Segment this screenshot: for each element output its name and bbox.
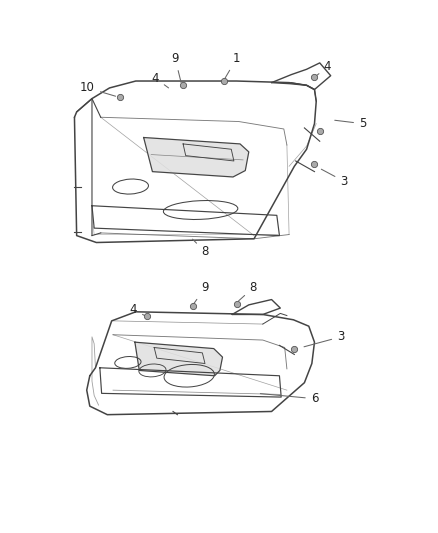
Text: 1: 1 (225, 52, 240, 79)
Text: 4: 4 (317, 60, 332, 76)
Polygon shape (135, 342, 223, 376)
Polygon shape (144, 138, 249, 177)
Text: 10: 10 (80, 82, 116, 96)
Text: 9: 9 (194, 281, 209, 304)
Text: 3: 3 (321, 169, 347, 188)
Text: 8: 8 (192, 239, 208, 258)
Text: 3: 3 (304, 330, 344, 347)
Text: 4: 4 (152, 72, 169, 88)
Text: 6: 6 (260, 392, 318, 405)
Text: 8: 8 (239, 281, 257, 301)
Text: 4: 4 (130, 303, 145, 316)
Text: 9: 9 (171, 52, 181, 83)
Text: 5: 5 (335, 117, 366, 130)
